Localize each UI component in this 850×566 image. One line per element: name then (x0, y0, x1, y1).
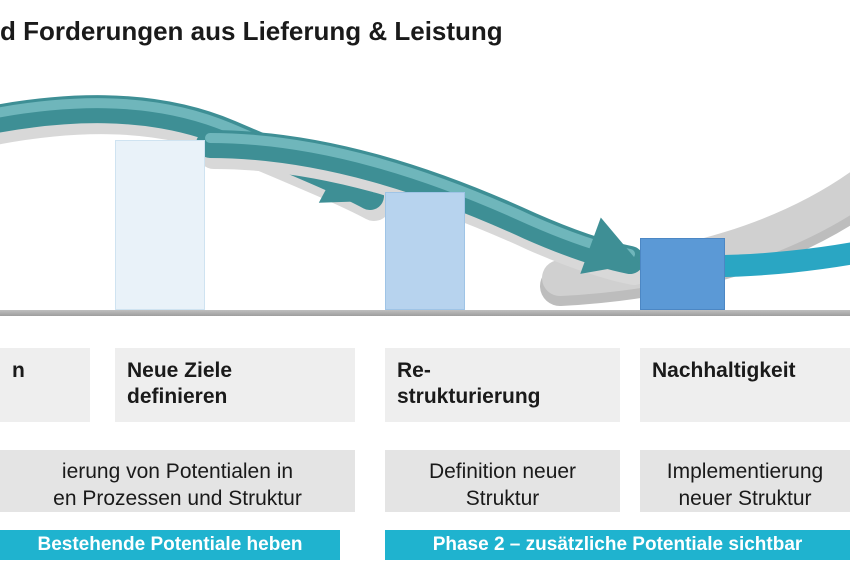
desc-3: Implementierungneuer Struktur (640, 450, 850, 512)
desc-1: ierung von Potentialen inen Prozessen un… (0, 450, 355, 512)
step-3: Re-strukturierung (385, 348, 620, 422)
desc-2: Definition neuerStruktur (385, 450, 620, 512)
step-4: Nachhaltigkeit (640, 348, 850, 422)
baseline (0, 310, 850, 316)
phase-2: Phase 2 – zusätzliche Potentiale sichtba… (385, 530, 850, 560)
step-boxes-row: n Neue Zieledefinieren Re-strukturierung Na… (0, 348, 850, 422)
phase-bars-row: Bestehende Potentiale heben Phase 2 – zus… (0, 530, 850, 560)
waterfall-chart (0, 70, 850, 320)
step-2: Neue Zieledefinieren (115, 348, 355, 422)
phase-1: Bestehende Potentiale heben (0, 530, 340, 560)
page-title: d Forderungen aus Lieferung & Leistung (0, 16, 503, 47)
bar-3 (640, 238, 725, 310)
stage: d Forderungen aus Lieferung & Leistung n… (0, 0, 850, 566)
step-1: n (0, 348, 90, 422)
bar-1 (115, 140, 205, 310)
desc-boxes-row: ierung von Potentialen inen Prozessen un… (0, 450, 850, 512)
bar-2 (385, 192, 465, 310)
